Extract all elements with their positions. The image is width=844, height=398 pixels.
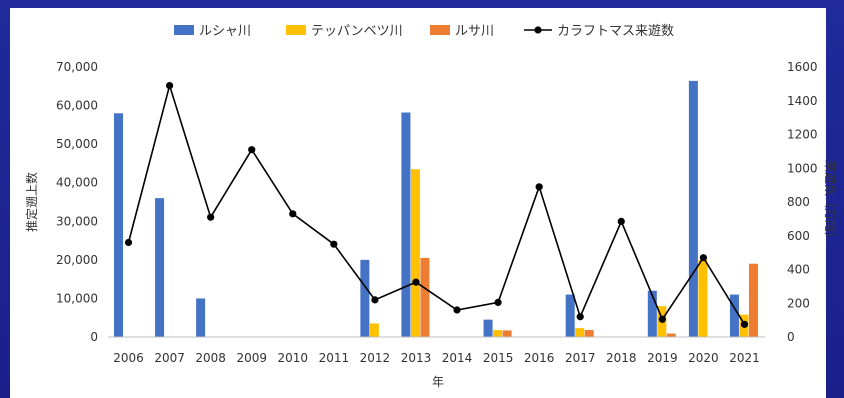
run-marker-2006: [124, 238, 133, 247]
left-axis-title: 推定遡上数: [24, 172, 39, 232]
x-tick-label: 2006: [113, 351, 144, 365]
left-tick-label: 0: [90, 330, 98, 344]
run-marker-2009: [248, 146, 256, 154]
bar-rusa-2019: [666, 333, 676, 337]
run-marker-2012: [371, 296, 379, 304]
legend-swatch: [174, 25, 194, 35]
run-marker-2008: [207, 213, 215, 221]
x-tick-label: 2010: [278, 351, 309, 365]
right-tick-label: 1000: [787, 161, 818, 175]
x-tick-label: 2009: [236, 351, 267, 365]
right-tick-label: 1400: [787, 94, 818, 108]
run-marker-2017: [576, 313, 584, 321]
x-tick-label: 2017: [565, 351, 596, 365]
legend-swatch: [430, 25, 450, 35]
legend-swatch: [286, 25, 306, 35]
bar-rusha-2013: [401, 112, 411, 337]
run-marker-2011: [330, 240, 338, 248]
run-marker-2018: [617, 217, 625, 226]
bar-teppanbetsu-2013: [410, 169, 420, 337]
left-tick-label: 70,000: [56, 60, 98, 74]
legend-label: テッパンベツ川: [311, 24, 403, 39]
bar-rusha-2015: [483, 319, 493, 337]
legend-label: カラフトマス来遊数: [557, 24, 674, 39]
x-axis-ticks: 2006 2007 2008 2009 2010 2011 2012 2013 2014 2015…: [113, 351, 759, 365]
run-marker-2015: [494, 298, 502, 307]
run-marker-2014: [453, 306, 461, 314]
left-tick-label: 30,000: [56, 214, 98, 228]
bar-rusa-2013: [420, 257, 430, 337]
right-tick-label: 400: [787, 263, 810, 277]
legend-marker: [534, 26, 542, 34]
bar-teppanbetsu-2017: [575, 328, 585, 337]
run-line: [127, 82, 746, 325]
x-tick-label: 2020: [688, 351, 719, 365]
right-tick-label: 0: [787, 330, 795, 344]
run-marker-2007: [165, 81, 174, 90]
x-tick-label: 2015: [483, 351, 514, 365]
left-tick-label: 20,000: [56, 253, 98, 267]
right-tick-label: 1200: [787, 128, 818, 142]
bar-rusa-2017: [584, 330, 594, 337]
legend-label: ルシャ川: [199, 24, 251, 39]
right-tick-label: 200: [787, 296, 810, 310]
run-marker-2010: [289, 210, 297, 218]
x-tick-label: 2014: [442, 351, 473, 365]
bar-rusa-2021: [748, 263, 758, 337]
bar-series: [114, 80, 758, 338]
bar-rusha-2019: [647, 290, 657, 337]
bar-rusha-2006: [114, 113, 123, 338]
x-tick-label: 2013: [401, 351, 432, 365]
left-tick-label: 50,000: [56, 137, 98, 151]
bar-rusha-2012: [360, 259, 370, 337]
bar-teppanbetsu-2012: [369, 323, 379, 337]
x-tick-label: 2008: [195, 351, 226, 365]
line-series: [124, 81, 749, 328]
bar-rusha-2007: [155, 198, 165, 337]
bar-teppanbetsu-2020: [698, 259, 708, 337]
right-tick-label: 600: [787, 229, 810, 243]
x-axis-title: 年: [432, 375, 444, 389]
x-tick-label: 2018: [606, 351, 637, 365]
left-tick-label: 40,000: [56, 176, 98, 190]
legend-label: ルサ川: [455, 24, 494, 39]
right-axis-title: 来遊数（万尾）: [823, 160, 838, 244]
run-marker-2021: [740, 320, 749, 328]
left-axis-ticks: 0 10,000 20,000 30,000 40,000 50,000 60,000 70,…: [56, 60, 98, 344]
bar-rusha-2017: [565, 294, 575, 337]
x-tick-label: 2019: [647, 351, 678, 365]
bar-rusha-2008: [196, 298, 206, 337]
x-tick-label: 2007: [154, 351, 185, 365]
run-marker-2019: [658, 315, 666, 323]
x-tick-label: 2011: [319, 351, 350, 365]
right-tick-label: 800: [787, 195, 810, 209]
left-tick-label: 10,000: [56, 291, 98, 305]
x-tick-label: 2016: [524, 351, 555, 365]
left-tick-label: 60,000: [56, 99, 98, 113]
bar-rusha-2021: [729, 294, 739, 337]
x-tick-label: 2021: [729, 351, 760, 365]
run-marker-2016: [535, 183, 543, 191]
chart-legend: ルシャ川 テッパンベツ川 ルサ川 カラフトマス来遊数: [174, 24, 674, 39]
bar-teppanbetsu-2015: [493, 330, 503, 337]
right-axis-ticks: 0 200 400 600 800 1000 1200 1400 1600: [787, 60, 818, 344]
x-tick-label: 2012: [360, 351, 391, 365]
bar-rusha-2020: [688, 80, 698, 337]
run-marker-2013: [412, 278, 420, 286]
right-tick-label: 1600: [787, 60, 818, 74]
run-marker-2020: [699, 254, 708, 262]
bar-rusa-2015: [502, 330, 512, 337]
